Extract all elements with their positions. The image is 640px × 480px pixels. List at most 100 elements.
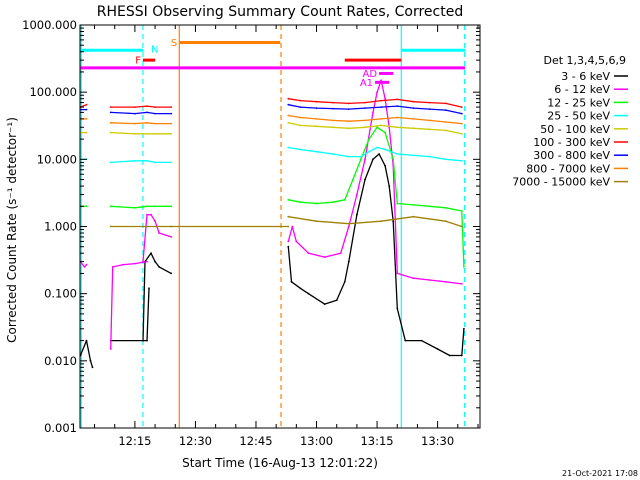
legend-entry-6: 300 - 800 keV: [533, 149, 610, 162]
series-2-point-1-4: [170, 205, 173, 208]
series-7-point-2-7: [396, 116, 399, 119]
series-1-point-3-15: [396, 272, 399, 275]
series-0-point-3-13: [388, 185, 391, 188]
series-0-point-3-0: [287, 245, 290, 248]
series-8-point-2-0: [287, 215, 290, 218]
series-4-point-2-10: [444, 129, 447, 132]
series-5-point-1-3: [154, 106, 157, 108]
series-0-point-3-12: [384, 164, 386, 167]
series-8-point-2-5: [444, 220, 447, 223]
series-0-point-2-2: [150, 252, 152, 255]
series-4-point-2-7: [396, 126, 399, 129]
series-0-point-3-21: [463, 327, 465, 330]
series-0-point-3-8: [356, 213, 358, 216]
series-6-point-2-6: [380, 106, 382, 108]
series-6-point-1-0: [109, 111, 112, 114]
series-6-point-0-1: [85, 108, 88, 111]
series-5-point-2-0: [287, 97, 290, 100]
x-tick-label-5: 13:30: [421, 434, 454, 448]
y-tick-label-4: 0.100: [44, 287, 77, 301]
series-1-point-2-5: [170, 236, 173, 238]
series-3-point-2-5: [360, 155, 362, 158]
y-axis-label: Corrected Count Rate (s⁻¹ detector⁻¹): [5, 117, 19, 343]
series-4-point-2-4: [347, 127, 350, 130]
series-7-point-1-4: [170, 122, 173, 125]
series-1-segment-2: [142, 214, 172, 262]
series-0-point-3-18: [436, 348, 439, 350]
legend-entry-2: 12 - 25 keV: [547, 96, 610, 109]
series-8-point-2-2: [347, 222, 350, 225]
series-2-point-1-3: [154, 205, 157, 208]
series-5-point-2-9: [428, 101, 431, 104]
series-7-point-1-3: [154, 122, 157, 125]
series-0-point-3-10: [372, 158, 374, 161]
series-0-segment-1: [110, 288, 150, 342]
series-6-point-2-8: [412, 107, 415, 109]
x-tick-label-0: 12:15: [118, 434, 151, 448]
series-6-point-1-1: [134, 112, 136, 115]
series-0-point-3-4: [323, 303, 326, 305]
series-2-point-1-2: [146, 205, 148, 208]
series-0-segment-2: [142, 252, 172, 341]
series-7-point-2-3: [331, 119, 334, 122]
legend-entry-1: 6 - 12 keV: [554, 83, 610, 96]
series-1-point-0-1: [83, 266, 86, 268]
series-2-point-2-3: [331, 201, 334, 204]
series-1-point-1-0: [109, 348, 112, 350]
series-0-point-3-15: [396, 307, 399, 310]
series-2-point-2-6: [360, 158, 362, 161]
series-2-point-2-4: [343, 198, 346, 201]
y-tick-label-0: 1000.000: [22, 18, 77, 32]
series-1-point-3-18: [444, 280, 447, 283]
series-4-point-1-1: [134, 132, 136, 135]
series-1-point-3-12: [384, 97, 386, 100]
series-3-point-2-8: [384, 148, 386, 151]
state-bar-label-3: F: [135, 56, 141, 67]
series-7-point-2-11: [460, 122, 463, 125]
series-0-point-0-2: [89, 359, 92, 362]
series-8-point-1-0: [170, 225, 173, 228]
series-6-segment-1: [110, 111, 172, 115]
series-7-point-2-2: [315, 118, 318, 120]
series-5-point-1-4: [170, 106, 173, 108]
series-2-point-2-8: [376, 126, 378, 129]
series-7-point-2-0: [287, 114, 290, 117]
series-8-point-0-0: [109, 225, 112, 228]
series-7-point-2-10: [444, 121, 447, 123]
x-tick-label-2: 12:45: [239, 434, 272, 448]
series-5-point-2-1: [299, 99, 302, 102]
series-8-point-2-6: [460, 225, 463, 228]
series-5-point-2-6: [380, 99, 382, 102]
series-3-point-1-1: [134, 159, 136, 162]
series-6-point-2-11: [460, 112, 463, 115]
series-5-point-2-10: [444, 102, 447, 105]
series-7-segment-2: [288, 114, 462, 125]
series-2-point-0-1: [85, 205, 88, 208]
series-0-point-0-1: [85, 339, 88, 342]
series-1-point-3-5: [339, 252, 342, 255]
series-3-point-2-13: [460, 159, 463, 162]
series-1-point-3-11: [380, 79, 382, 82]
legend-entry-0: 3 - 6 keV: [561, 70, 610, 83]
series-0-point-3-17: [420, 339, 423, 342]
series-8-point-2-4: [412, 215, 415, 218]
state-bar-label-6: AD: [363, 69, 378, 80]
state-bar-label-7: A1: [360, 78, 373, 89]
series-3-point-2-6: [368, 150, 370, 153]
series-4-point-2-0: [287, 121, 290, 124]
series-0-segment-3: [287, 153, 465, 357]
series-1-point-3-6: [347, 225, 350, 228]
series-2-point-2-7: [368, 138, 370, 141]
series-0-point-3-7: [347, 260, 350, 263]
series-2-point-2-11: [396, 202, 399, 205]
axes-layer: 1000.000 100.000 10.000 1.000 0.100 0.010 0.00…: [22, 18, 481, 448]
x-tick-label-4: 13:15: [360, 434, 393, 448]
series-0-point-3-20: [460, 354, 463, 357]
legend-entry-5: 100 - 300 keV: [533, 136, 610, 149]
series-3-point-2-3: [331, 153, 334, 155]
series-6-point-2-7: [396, 105, 399, 107]
series-0-point-2-3: [154, 260, 157, 263]
